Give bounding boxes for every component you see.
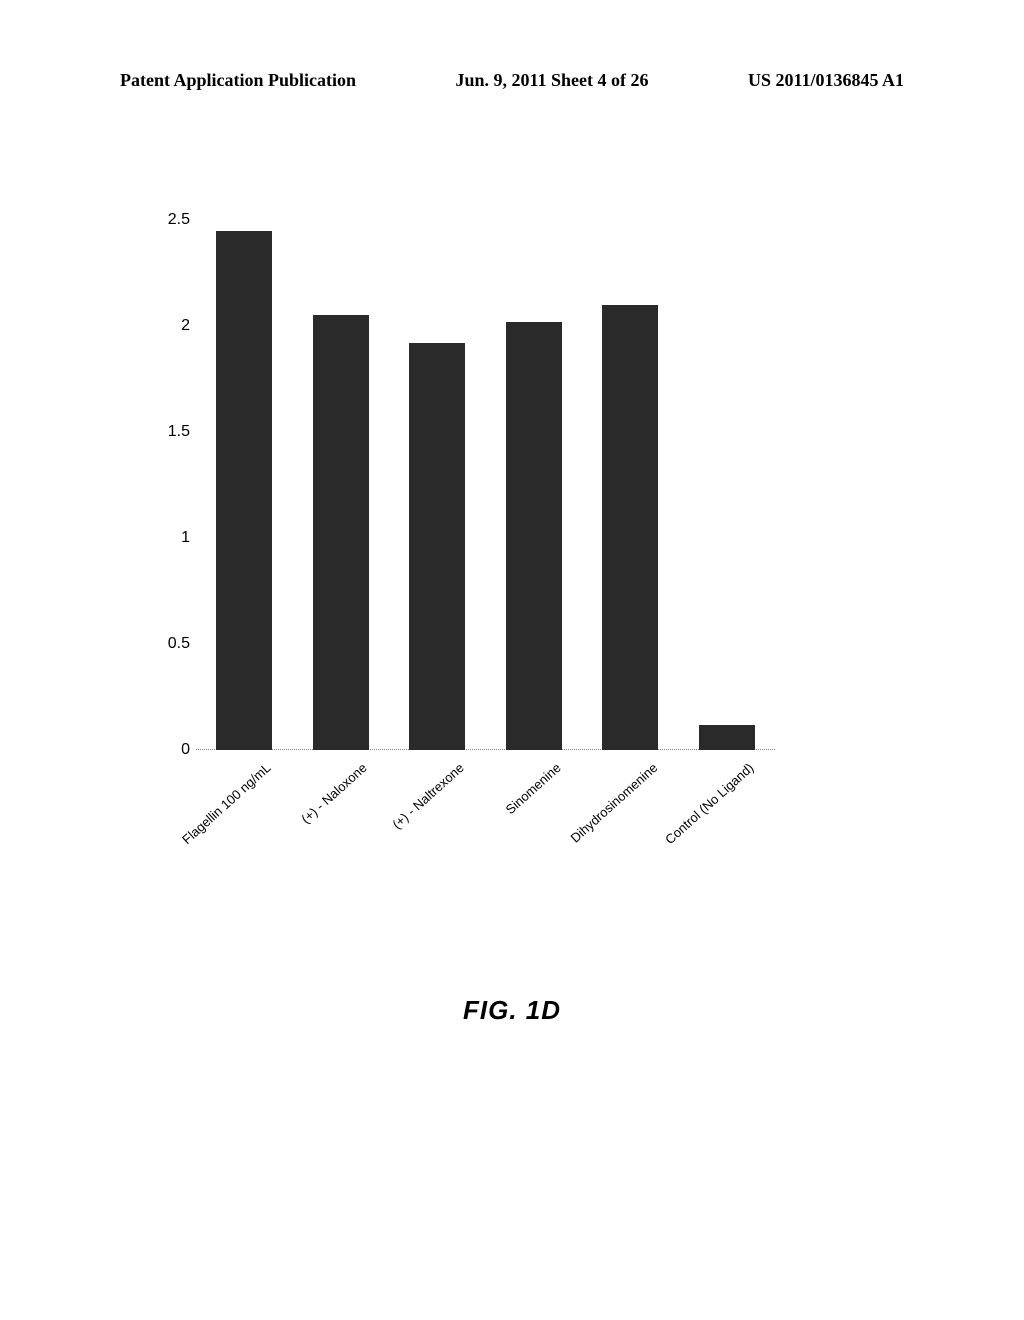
y-tick-label: 1 (145, 529, 190, 547)
bar (699, 725, 755, 750)
y-tick-label: 0.5 (145, 635, 190, 653)
bar-chart: 00.511.522.5 Flagellin 100 ng/mL(+) - Na… (195, 220, 775, 750)
bar (506, 322, 562, 750)
x-label-text: Sinomenine (502, 760, 563, 817)
x-label-text: Flagellin 100 ng/mL (179, 760, 273, 847)
bar (313, 315, 369, 750)
header-left: Patent Application Publication (120, 70, 356, 91)
x-label-text: (+) - Naltrexone (389, 760, 466, 832)
figure-caption: FIG. 1D (0, 995, 1024, 1026)
header-center: Jun. 9, 2011 Sheet 4 of 26 (455, 70, 648, 91)
x-label: Control (No Ligand) (699, 750, 755, 950)
x-label: Sinomenine (505, 750, 561, 950)
x-label: Flagellin 100 ng/mL (215, 750, 271, 950)
x-label-text: Dihydrosinomenine (567, 760, 660, 846)
bar (216, 231, 272, 750)
x-axis-labels: Flagellin 100 ng/mL(+) - Naloxone(+) - N… (195, 750, 775, 950)
page-header: Patent Application Publication Jun. 9, 2… (120, 70, 904, 91)
y-axis: 00.511.522.5 (145, 220, 190, 750)
bars-container (196, 220, 775, 750)
header-right: US 2011/0136845 A1 (748, 70, 904, 91)
x-label-text: (+) - Naloxone (299, 760, 371, 827)
bar (409, 343, 465, 750)
x-label: (+) - Naltrexone (409, 750, 465, 950)
plot-area (195, 220, 775, 750)
y-tick-label: 0 (145, 741, 190, 759)
bar (602, 305, 658, 750)
x-label-text: Control (No Ligand) (662, 760, 756, 847)
y-tick-label: 2.5 (145, 211, 190, 229)
y-tick-label: 1.5 (145, 423, 190, 441)
y-tick-label: 2 (145, 317, 190, 335)
x-label: Dihydrosinomenine (602, 750, 658, 950)
x-label: (+) - Naloxone (312, 750, 368, 950)
